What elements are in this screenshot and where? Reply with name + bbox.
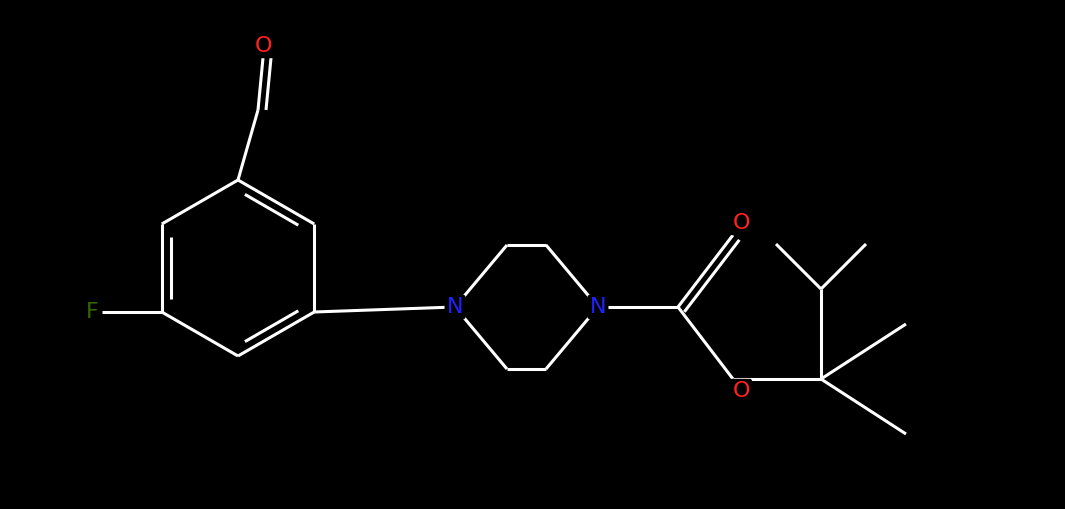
Text: O: O [733, 381, 750, 401]
Text: O: O [733, 213, 750, 233]
Text: N: N [446, 297, 463, 317]
Text: F: F [85, 302, 98, 322]
Text: O: O [255, 36, 272, 56]
Text: N: N [590, 297, 606, 317]
